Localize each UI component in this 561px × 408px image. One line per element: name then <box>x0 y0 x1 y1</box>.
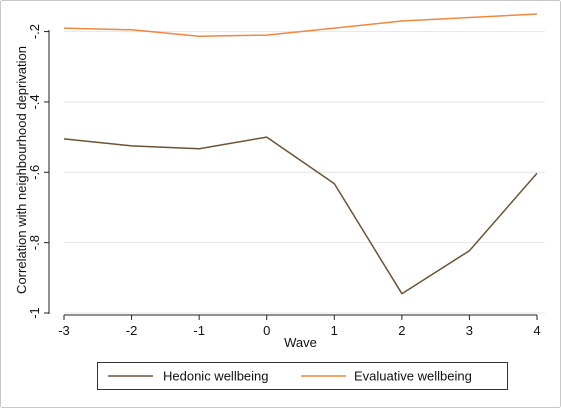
y-tick-label: -.2 <box>27 24 42 39</box>
series-line-evaluative-wellbeing <box>63 13 538 37</box>
y-tick-label: -1 <box>27 307 42 319</box>
data-point <box>468 16 471 19</box>
data-point <box>265 136 268 139</box>
x-tick-label: 1 <box>331 323 338 338</box>
x-tick-label: 3 <box>466 323 473 338</box>
x-tick-label: -1 <box>193 323 205 338</box>
data-point <box>265 34 268 37</box>
x-tick-label: 2 <box>398 323 405 338</box>
legend-label: Evaluative wellbeing <box>354 369 472 384</box>
data-point <box>400 20 403 23</box>
data-point <box>130 28 133 31</box>
x-tick-label: -2 <box>126 323 138 338</box>
y-axis-title: Correlation with neighbourhood deprivati… <box>14 46 29 294</box>
data-point <box>198 147 201 150</box>
data-point <box>468 249 471 252</box>
legend-label: Hedonic wellbeing <box>163 369 269 384</box>
x-axis-title: Wave <box>284 335 317 350</box>
data-point <box>63 27 66 30</box>
data-point <box>333 27 336 30</box>
y-tick-label: -.8 <box>27 235 42 250</box>
x-tick-label: 0 <box>263 323 270 338</box>
data-point <box>536 13 539 16</box>
data-point <box>536 172 539 175</box>
data-point <box>63 137 66 140</box>
data-point <box>130 144 133 147</box>
x-tick-label: 4 <box>533 323 540 338</box>
x-tick-label: -3 <box>58 323 70 338</box>
y-tick-label: -.4 <box>27 94 42 109</box>
y-tick-label: -.6 <box>27 165 42 180</box>
data-point <box>333 182 336 185</box>
series-line-hedonic-wellbeing <box>63 136 538 295</box>
data-point <box>198 35 201 38</box>
data-point <box>400 292 403 295</box>
